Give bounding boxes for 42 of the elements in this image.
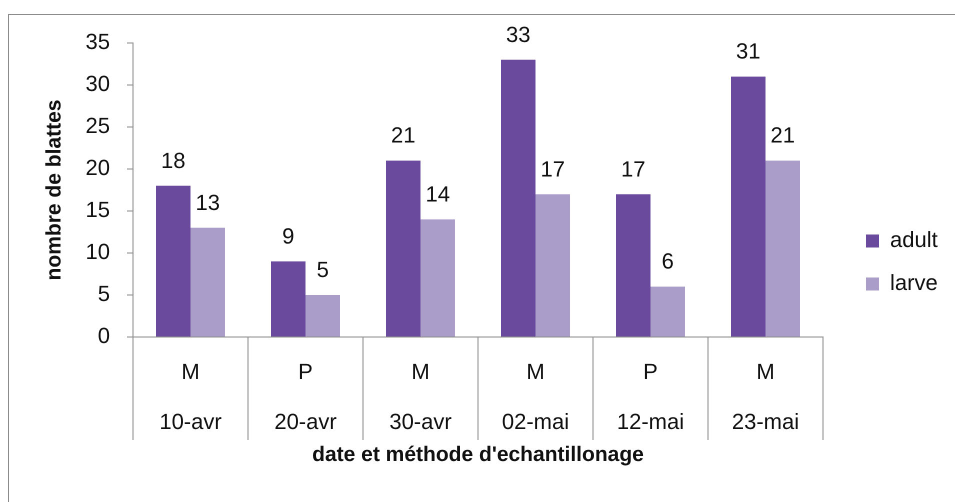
bar — [190, 228, 225, 336]
legend-label: larve — [890, 270, 938, 296]
y-tick-label: 25 — [86, 113, 110, 138]
data-label: 17 — [540, 156, 565, 182]
bar — [616, 194, 650, 336]
data-label: 14 — [426, 181, 450, 206]
data-label: 5 — [316, 257, 329, 282]
x-tick-label: P 20-avr — [274, 359, 337, 434]
y-tick-label: 20 — [86, 155, 110, 180]
bar — [650, 286, 685, 336]
y-tick-label: 10 — [86, 239, 110, 264]
data-label: 21 — [391, 122, 416, 148]
x-tick-label: M 30-avr — [389, 359, 452, 434]
legend-label: adult — [890, 227, 938, 252]
data-label: 13 — [196, 190, 220, 215]
bar — [501, 60, 536, 336]
bar — [731, 76, 766, 336]
x-tick-label: M 02-mai — [502, 359, 570, 434]
y-tick-label: 5 — [98, 281, 110, 306]
x-tick-label: M 23-mai — [732, 359, 800, 434]
x-axis-title: date et méthode d'echantillonage — [312, 443, 644, 466]
bar — [536, 194, 570, 336]
data-label: 6 — [662, 248, 674, 274]
y-tick-label: 0 — [98, 323, 110, 348]
data-label: 17 — [621, 156, 646, 182]
data-label: 21 — [770, 122, 795, 148]
bar — [386, 160, 420, 336]
y-tick-label: 15 — [86, 197, 110, 222]
bar — [271, 261, 306, 336]
bar — [306, 295, 340, 336]
data-label: 9 — [282, 223, 294, 248]
y-tick-label: 30 — [86, 71, 110, 96]
data-label: 31 — [736, 38, 760, 64]
data-label: 33 — [506, 22, 530, 47]
bar — [156, 186, 190, 336]
y-tick-label: 35 — [86, 29, 110, 54]
x-tick-label: P 12-mai — [616, 359, 684, 434]
bar — [420, 219, 455, 336]
data-label: 18 — [161, 148, 186, 173]
bar — [766, 160, 800, 336]
y-axis-title: nombre de blattes — [42, 100, 66, 280]
x-tick-label: M 10-avr — [159, 359, 222, 434]
